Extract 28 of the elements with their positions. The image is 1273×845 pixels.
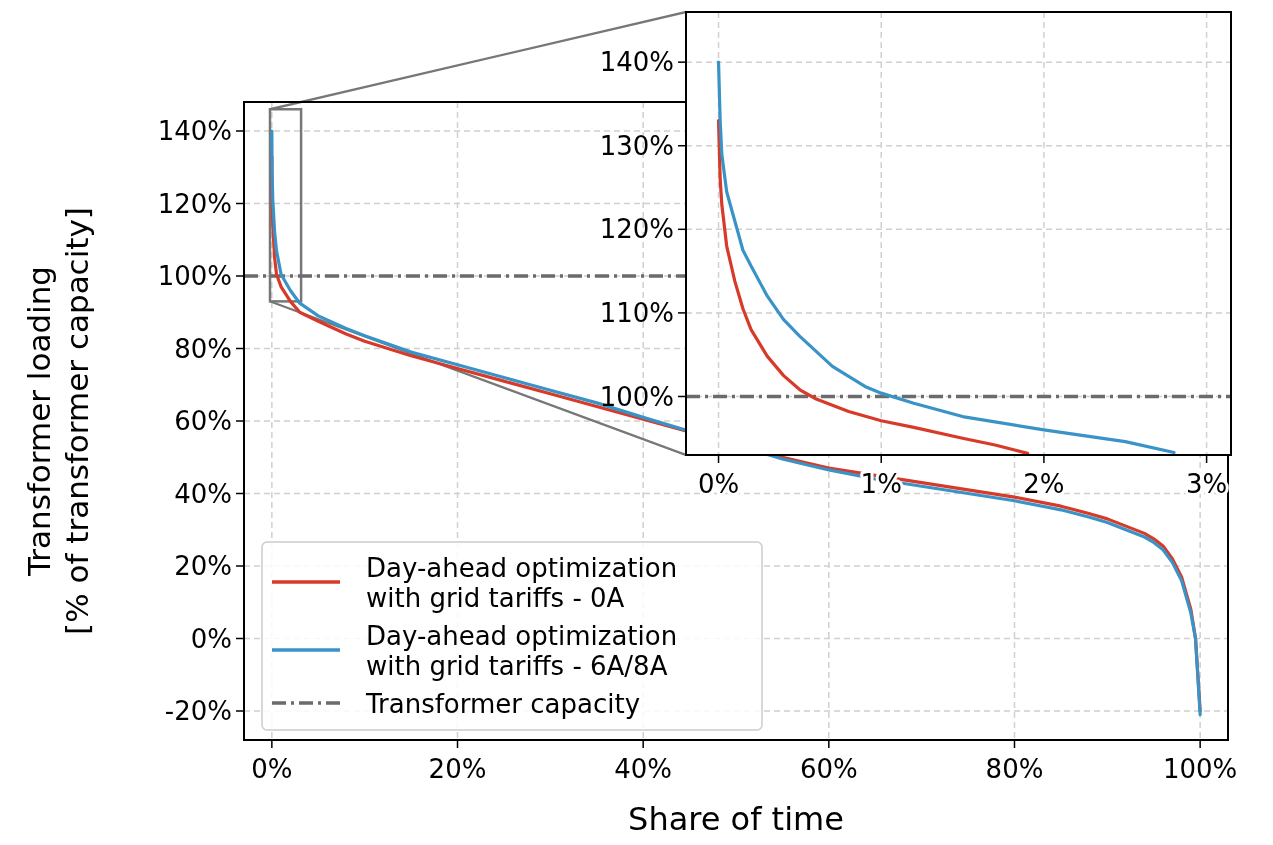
line-series	[716, 119, 1030, 455]
x-tick-label: 80%	[985, 754, 1044, 784]
legend-label: Day-ahead optimization with grid tariffs - 6A/8A	[366, 620, 678, 681]
legend-label: Day-ahead optimization with grid tariffs - 0A	[366, 552, 678, 613]
y-tick-label: 20%	[174, 551, 232, 582]
x-tick-label: 2%	[1023, 469, 1065, 499]
y-tick-label: 120%	[599, 214, 674, 245]
y-axis-title: Transformer loading [% of transformer capacity]	[21, 207, 95, 635]
y-tick-label: 130%	[599, 130, 674, 161]
y-tick-label: 100%	[157, 261, 232, 292]
x-tick-label: 20%	[428, 754, 487, 784]
x-tick-label: 0%	[251, 754, 293, 784]
y-tick-label: 80%	[174, 333, 232, 364]
x-tick-label: 100%	[1162, 754, 1238, 784]
y-tick-label: 140%	[599, 47, 674, 78]
y-tick-label: 0%	[190, 623, 232, 654]
x-tick-label: 0%	[697, 469, 740, 499]
y-tick-label: 120%	[157, 188, 232, 219]
y-tick-label: 110%	[599, 298, 674, 329]
line-series	[716, 60, 1176, 455]
x-axis-title: Share of time	[628, 800, 844, 838]
y-tick-label: 140%	[157, 116, 232, 147]
y-tick-label: 100%	[599, 381, 674, 412]
y-tick-label: -20%	[164, 696, 232, 727]
legend-label: Transformer capacity	[365, 688, 641, 719]
y-tick-label: 60%	[174, 406, 232, 437]
x-tick-label: 3%	[1185, 469, 1228, 499]
x-tick-label: 60%	[799, 754, 858, 784]
